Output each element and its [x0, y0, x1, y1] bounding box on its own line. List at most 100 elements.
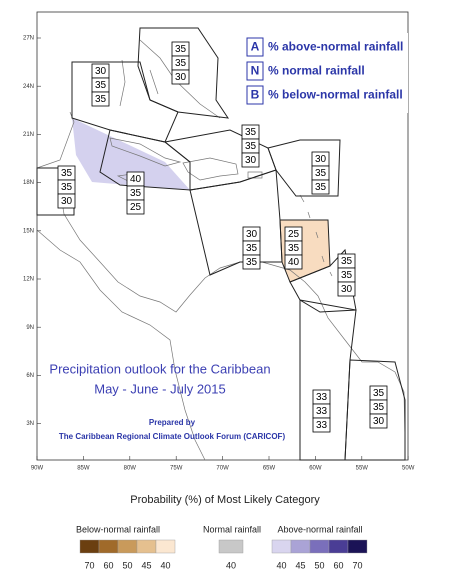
- probability-value: 40: [130, 174, 142, 185]
- probability-value: 25: [288, 229, 300, 240]
- lat-tick-label: 9N: [26, 325, 34, 331]
- probability-value: 35: [288, 243, 300, 254]
- lon-tick-label: 70W: [216, 466, 229, 472]
- probability-value: 35: [315, 168, 327, 179]
- lat-tick-label: 21N: [23, 132, 34, 138]
- probability-value: 30: [315, 154, 327, 165]
- probability-value: 35: [61, 168, 73, 179]
- legend: A % above-normal rainfall N % normal rainfa…: [243, 33, 408, 113]
- colorbar-tick-label: 45: [295, 560, 305, 570]
- colorbar-swatch: [347, 539, 368, 554]
- title: Precipitation outlook for the Caribbean: [49, 361, 270, 376]
- probability-cell: [241, 152, 260, 168]
- legend-key: B: [251, 88, 260, 102]
- probability-value: 30: [61, 196, 73, 207]
- probability-cell: [242, 254, 261, 270]
- colorbar-tick-label: 40: [226, 560, 236, 570]
- colorbar-group-label: Normal rainfall: [203, 524, 261, 534]
- probability-value: 33: [316, 406, 328, 417]
- lon-tick-label: 90W: [31, 466, 44, 472]
- lon-tick-label: 50W: [402, 466, 415, 472]
- probability-value: 35: [246, 243, 258, 254]
- colorbar-swatch: [155, 539, 176, 554]
- probability-cell: [311, 179, 330, 195]
- probability-value: 30: [95, 66, 107, 77]
- probability-cell: [91, 91, 110, 107]
- probability-value: 35: [245, 127, 257, 138]
- lon-tick-label: 55W: [356, 466, 369, 472]
- colorbar-tick-label: 50: [314, 560, 324, 570]
- probability-value: 35: [373, 402, 385, 413]
- colorbar-swatch: [309, 539, 330, 554]
- probability-value: 33: [316, 420, 328, 431]
- colorbar-swatch: [271, 539, 292, 554]
- lat-tick-label: 15N: [23, 228, 34, 234]
- probability-value: 35: [175, 44, 187, 55]
- colorbar-tick-label: 50: [122, 560, 132, 570]
- legend-key-box: [246, 37, 264, 57]
- legend-label: % normal rainfall: [268, 64, 365, 78]
- probability-cell: [312, 417, 331, 433]
- region-boundaries: [36, 27, 406, 461]
- probability-value: 35: [246, 257, 258, 268]
- credit: The Caribbean Regional Climate Outlook F…: [59, 432, 286, 441]
- probability-value: 35: [175, 58, 187, 69]
- lat-tick-label: 6N: [26, 373, 34, 379]
- probability-value: 30: [175, 72, 187, 83]
- legend-key-box: [246, 85, 264, 105]
- probability-value: 35: [245, 141, 257, 152]
- probability-cell: [57, 193, 76, 209]
- probability-value: 30: [246, 229, 258, 240]
- probability-cell: [284, 254, 303, 270]
- probability-value: 33: [316, 392, 328, 403]
- probability-value: 30: [245, 155, 257, 166]
- colorbar-swatch: [218, 539, 244, 554]
- colorbar-swatch: [328, 539, 349, 554]
- lon-tick-label: 65W: [263, 466, 276, 472]
- probability-value: 35: [130, 188, 142, 199]
- legend-key: A: [251, 40, 260, 54]
- probability-value: 35: [61, 182, 73, 193]
- probability-value: 35: [341, 270, 353, 281]
- lon-tick-label: 60W: [309, 466, 322, 472]
- colorbar-swatch: [136, 539, 157, 554]
- probability-value: 30: [373, 416, 385, 427]
- legend-label: % above-normal rainfall: [268, 40, 403, 54]
- colorbar-title: Probability (%) of Most Likely Category: [130, 494, 320, 506]
- lat-tick-label: 18N: [23, 180, 34, 186]
- colorbar-swatch: [290, 539, 311, 554]
- above-normal-area: [72, 118, 190, 190]
- credit: Prepared by: [149, 418, 196, 427]
- probability-cell: [126, 199, 145, 215]
- colorbar-group-label: Above-normal rainfall: [277, 524, 362, 534]
- probability-value: 35: [373, 388, 385, 399]
- lat-tick-label: 12N: [23, 277, 34, 283]
- probability-value: 35: [95, 80, 107, 91]
- probability-cell: [337, 281, 356, 297]
- colorbar-swatch: [79, 539, 100, 554]
- colorbar-tick-label: 60: [333, 560, 343, 570]
- lon-tick-label: 75W: [170, 466, 183, 472]
- legend-label: % below-normal rainfall: [268, 88, 403, 102]
- colorbar-tick-label: 45: [141, 560, 151, 570]
- colorbar-swatch: [98, 539, 119, 554]
- probability-value: 25: [130, 202, 142, 213]
- probability-value: 35: [95, 94, 107, 105]
- probability-value: 35: [341, 256, 353, 267]
- legend-key-box: [246, 61, 264, 81]
- colorbar-swatch: [117, 539, 138, 554]
- legend-key: N: [251, 64, 260, 78]
- colorbar-tick-label: 70: [352, 560, 362, 570]
- colorbar-tick-label: 40: [276, 560, 286, 570]
- legend-frame: [243, 33, 408, 113]
- lat-tick-label: 3N: [26, 421, 34, 427]
- lon-tick-label: 80W: [124, 466, 137, 472]
- probability-value: 30: [341, 284, 353, 295]
- lon-tick-label: 85W: [77, 466, 90, 472]
- colorbar-group-label: Below-normal rainfall: [76, 524, 160, 534]
- colorbar-tick-label: 70: [84, 560, 94, 570]
- subtitle: May - June - July 2015: [94, 381, 226, 396]
- lat-tick-label: 24N: [23, 84, 34, 90]
- colorbar-tick-label: 60: [103, 560, 113, 570]
